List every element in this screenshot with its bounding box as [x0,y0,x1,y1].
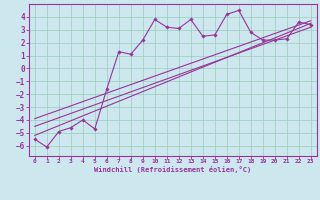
X-axis label: Windchill (Refroidissement éolien,°C): Windchill (Refroidissement éolien,°C) [94,166,252,173]
